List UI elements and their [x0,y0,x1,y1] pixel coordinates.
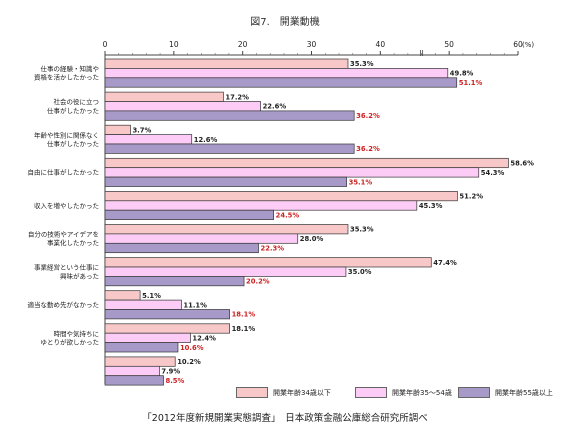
bar [104,68,449,79]
category-label: 仕事の経験・知識や資格を活かしたかった [34,64,99,82]
bar [104,356,176,367]
bar [104,242,259,254]
data-label: 11.1% [183,301,207,309]
bar [104,191,458,202]
bar [104,257,432,268]
data-label: 28.0% [300,235,324,243]
x-tick-label: 10 [169,40,179,49]
bar [104,323,230,334]
data-label: 36.2% [356,145,380,153]
category-label: 事業経営という仕事に興味があった [34,263,99,281]
data-label: 58.6% [510,160,534,168]
bar [104,375,164,386]
bar [104,332,191,343]
source-note: 「2012年度新規開業実態調査」 日本政策金融公庫総合研究所調べ [142,413,428,424]
bar [104,200,418,211]
legend-item: 開業年齢35～54歳 [355,387,452,398]
chart-title: 図7. 開業動機 [250,17,320,28]
x-tick-label: 60 [513,40,523,49]
category-label: 自分の技術やアイデアを事業化したかった [28,230,99,248]
data-label: 18.1% [232,311,256,319]
data-label: 5.1% [142,292,161,300]
data-label: 22.3% [260,245,284,253]
bar [104,157,509,169]
data-label: 12.4% [192,334,216,342]
data-label: 45.3% [419,202,443,210]
data-label: 35.3% [350,226,374,234]
bar [104,233,299,244]
data-label: 22.6% [263,103,287,111]
bar [104,101,261,112]
bar [104,342,179,353]
category-label: 適当な勤め先がなかった [28,300,100,309]
data-label: 8.5% [166,377,185,385]
data-label: 17.2% [225,93,249,101]
legend-label: 開業年齢35～54歳 [392,388,452,397]
data-label: 10.2% [177,358,201,366]
category-label: 社会の役に立つ仕事がしたかった [47,97,99,115]
bar [104,224,349,235]
bar [104,124,131,135]
x-tick-label: 30 [307,40,317,49]
bar [104,266,347,277]
bar [104,134,193,145]
category-label: 年齢や性別に関係なく仕事がしたかった [34,130,99,148]
bar [104,276,245,287]
data-label: 49.8% [450,70,474,78]
data-label: 20.2% [246,278,270,286]
data-label: 51.1% [459,79,483,87]
x-tick-label: 20 [238,40,248,49]
bar [104,176,347,187]
legend-swatch [236,387,268,398]
data-label: 36.2% [356,112,380,120]
data-label: 12.6% [194,136,218,144]
data-label: 3.7% [132,126,151,134]
category-label: 時間や気持ちにゆとりが欲しかった [41,329,100,347]
bar [104,299,182,310]
x-tick-label: 40 [376,40,386,49]
data-label: 18.1% [232,325,256,333]
legend-item: 開業年齢34歳以下 [236,387,331,398]
category-label: 自由に仕事がしたかった [28,168,100,177]
bar [104,58,349,69]
bar [104,309,230,320]
legend-label: 開業年齢55歳以上 [495,388,553,397]
bar [104,365,160,377]
legend-swatch [355,387,387,398]
data-label: 54.3% [481,169,505,177]
legend-item: 開業年齢55歳以上 [458,387,553,398]
legend-swatch [458,387,490,398]
x-tick-label: 0 [103,40,108,49]
data-label: 10.6% [180,344,204,352]
bar [104,110,355,121]
bar [104,77,458,88]
x-tick-label: 50 [444,40,454,49]
bar [104,209,274,220]
bar [104,143,355,154]
unit-label: (%) [522,41,534,49]
data-label: 24.5% [276,211,300,219]
legend-label: 開業年齢34歳以下 [273,388,331,397]
data-label: 51.2% [459,193,483,201]
data-label: 35.0% [348,268,372,276]
data-label: 35.1% [349,178,373,186]
data-label: 47.4% [433,259,457,267]
category-label: 収入を増やしたかった [34,201,99,210]
data-label: 7.9% [161,368,180,376]
bar [104,167,480,178]
bar [104,290,141,301]
bar [104,91,224,102]
data-label: 35.3% [350,60,374,68]
